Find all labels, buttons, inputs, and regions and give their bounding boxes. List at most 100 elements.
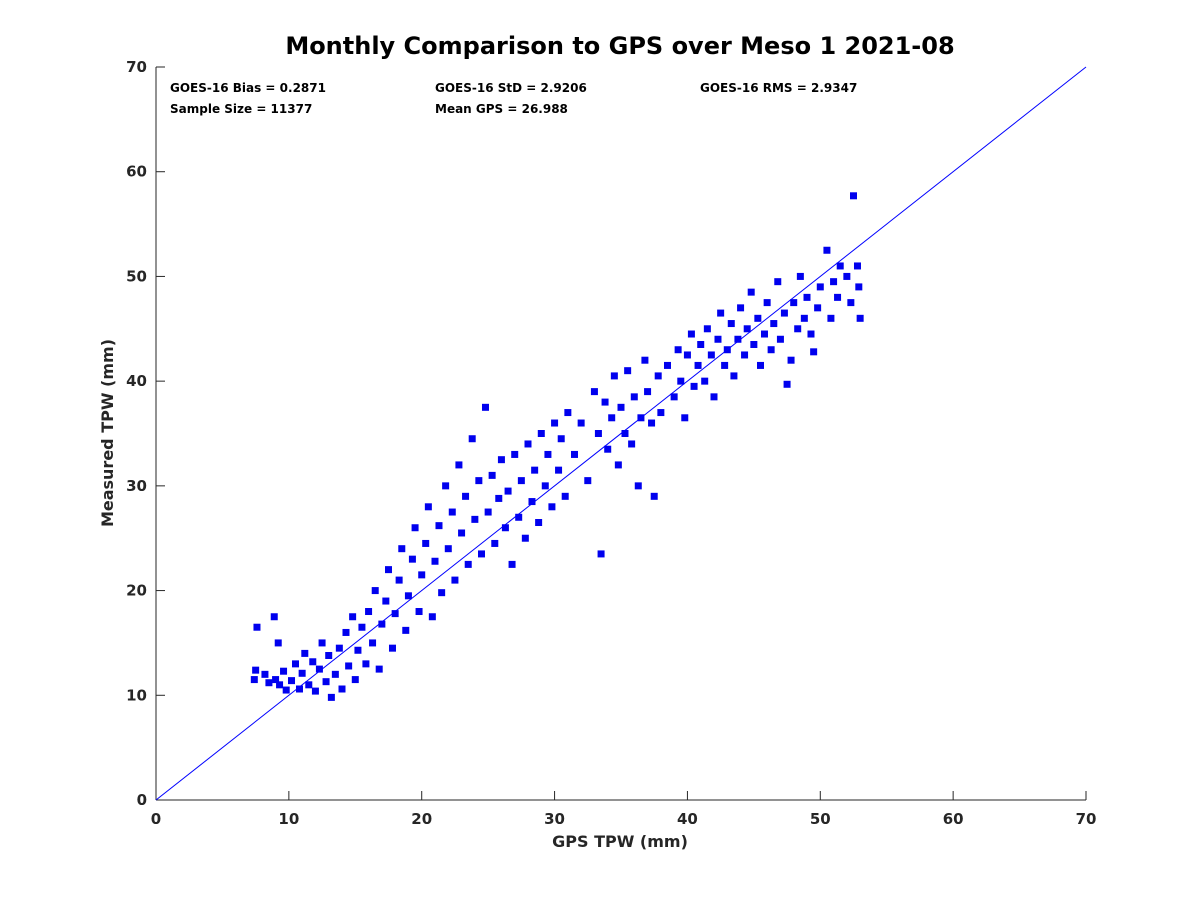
x-tick-label: 10 bbox=[278, 810, 299, 828]
data-point bbox=[318, 639, 326, 647]
stats-annotations: GOES-16 Bias = 0.2871 GOES-16 StD = 2.92… bbox=[170, 81, 857, 116]
data-point bbox=[597, 550, 605, 558]
data-point bbox=[608, 414, 616, 422]
y-tick-label: 40 bbox=[126, 372, 147, 390]
data-point bbox=[282, 686, 290, 694]
data-point bbox=[584, 477, 592, 485]
x-tick-label: 50 bbox=[810, 810, 831, 828]
data-point bbox=[774, 278, 782, 286]
data-point bbox=[335, 644, 343, 652]
data-point bbox=[834, 293, 842, 301]
data-point bbox=[349, 613, 357, 621]
data-point bbox=[298, 669, 306, 677]
data-point bbox=[280, 667, 288, 675]
data-point bbox=[794, 325, 802, 333]
data-point bbox=[311, 687, 319, 695]
data-point bbox=[853, 262, 861, 270]
stat-bias: GOES-16 Bias = 0.2871 bbox=[170, 81, 326, 95]
data-point bbox=[694, 361, 702, 369]
data-point bbox=[504, 487, 512, 495]
stat-std: GOES-16 StD = 2.9206 bbox=[435, 81, 587, 95]
data-point bbox=[743, 325, 751, 333]
data-point bbox=[305, 681, 313, 689]
data-point bbox=[362, 660, 370, 668]
data-point bbox=[537, 430, 545, 437]
data-point bbox=[481, 403, 489, 411]
data-point bbox=[451, 576, 459, 584]
data-point bbox=[750, 340, 758, 348]
data-point bbox=[796, 272, 804, 280]
data-point bbox=[555, 466, 563, 474]
x-tick-label: 20 bbox=[411, 810, 432, 828]
data-point bbox=[378, 620, 386, 628]
data-point bbox=[827, 314, 835, 322]
data-point bbox=[265, 679, 273, 687]
data-point bbox=[630, 393, 638, 401]
data-point bbox=[272, 676, 280, 684]
data-point bbox=[847, 299, 855, 307]
data-point bbox=[548, 503, 556, 511]
data-point bbox=[610, 372, 618, 380]
data-point bbox=[301, 649, 309, 657]
data-point bbox=[524, 440, 532, 448]
data-point bbox=[438, 589, 446, 597]
data-point bbox=[458, 529, 466, 537]
data-point bbox=[309, 658, 317, 666]
data-point bbox=[491, 539, 499, 547]
plot-area: 0 10 20 30 40 50 60 70 0 10 20 30 40 50 60 70 bbox=[126, 58, 1096, 828]
data-point bbox=[478, 550, 485, 558]
y-tick-label: 60 bbox=[126, 163, 147, 181]
data-point bbox=[464, 560, 472, 568]
data-point bbox=[418, 571, 426, 579]
data-point bbox=[657, 409, 665, 417]
data-point bbox=[557, 435, 565, 443]
data-point bbox=[471, 515, 479, 523]
data-point bbox=[601, 398, 609, 406]
data-point bbox=[594, 430, 602, 437]
data-point bbox=[462, 492, 470, 500]
data-point bbox=[641, 356, 649, 364]
x-tick-label: 70 bbox=[1076, 810, 1097, 828]
stat-mean-gps: Mean GPS = 26.988 bbox=[435, 102, 568, 116]
data-point bbox=[322, 678, 330, 686]
data-point bbox=[391, 610, 399, 618]
data-point bbox=[327, 693, 335, 701]
data-point bbox=[727, 320, 735, 328]
data-point bbox=[274, 639, 282, 647]
data-point bbox=[571, 450, 578, 458]
data-point bbox=[604, 445, 612, 453]
data-point bbox=[351, 676, 359, 684]
data-point bbox=[415, 608, 423, 616]
x-tick-label: 0 bbox=[151, 810, 161, 828]
data-point bbox=[497, 456, 505, 464]
data-point bbox=[783, 380, 791, 388]
data-point bbox=[577, 419, 585, 427]
data-point bbox=[836, 262, 844, 270]
data-point bbox=[701, 377, 709, 385]
data-point bbox=[292, 660, 299, 668]
data-point bbox=[395, 576, 403, 584]
data-point bbox=[531, 466, 539, 474]
data-point bbox=[448, 508, 456, 516]
y-tick-label: 70 bbox=[126, 58, 147, 76]
data-point bbox=[408, 555, 416, 563]
x-axis-label: GPS TPW (mm) bbox=[552, 832, 688, 851]
data-point bbox=[770, 320, 778, 328]
data-point bbox=[495, 494, 503, 502]
data-point bbox=[760, 330, 768, 338]
data-point bbox=[371, 587, 379, 595]
chart-title: Monthly Comparison to GPS over Meso 1 20… bbox=[285, 32, 954, 60]
data-point bbox=[435, 522, 443, 530]
data-point bbox=[345, 662, 353, 670]
data-point bbox=[561, 492, 569, 500]
y-tick-label: 20 bbox=[126, 582, 147, 600]
y-tick-label: 10 bbox=[126, 686, 147, 704]
data-point bbox=[624, 367, 632, 375]
data-point bbox=[803, 293, 811, 301]
data-point bbox=[428, 613, 436, 621]
data-point bbox=[681, 414, 689, 422]
data-point bbox=[754, 314, 762, 322]
data-point bbox=[295, 685, 303, 693]
data-point bbox=[830, 278, 838, 286]
data-point bbox=[455, 461, 463, 469]
